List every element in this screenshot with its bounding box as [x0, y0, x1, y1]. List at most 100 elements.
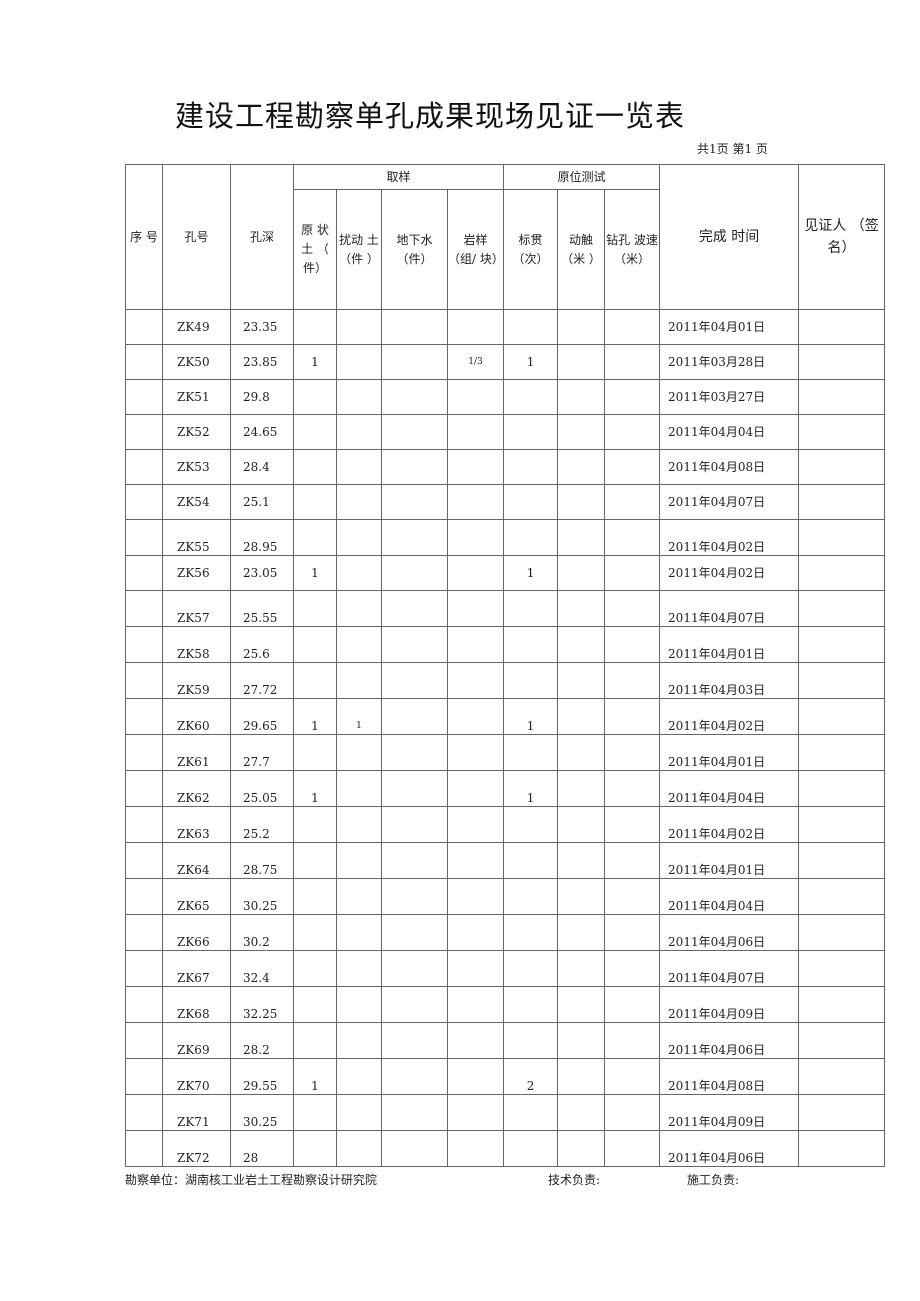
cell-groundwater	[381, 590, 448, 627]
cell-depth: 27.7	[230, 734, 294, 771]
cell-witness	[798, 1058, 886, 1095]
cell-date: 2011年04月07日	[659, 950, 800, 987]
cell-disturbed	[336, 1022, 382, 1059]
cell-rock	[446, 986, 505, 1023]
cell-wave	[604, 986, 661, 1023]
cell-seq	[125, 806, 163, 843]
footer: 勘察单位：湖南核工业岩土工程勘察设计研究院 技术负责: 施工负责:	[125, 1173, 884, 1191]
cell-witness	[798, 344, 886, 380]
cell-groundwater	[381, 770, 448, 807]
cell-rock	[446, 662, 505, 699]
cell-cpt	[557, 986, 606, 1023]
cell-depth: 25.05	[230, 770, 294, 807]
cell-date: 2011年04月01日	[659, 734, 800, 771]
cell-rock	[446, 878, 505, 915]
cell-rock	[446, 379, 505, 415]
cell-depth: 29.8	[230, 379, 294, 415]
cell-witness	[798, 770, 886, 807]
cell-spt	[503, 842, 559, 879]
cell-groundwater	[381, 914, 448, 951]
cell-cpt	[557, 449, 606, 485]
cell-depth: 28.95	[230, 519, 294, 556]
cell-rock	[446, 1094, 505, 1131]
cell-wave	[604, 555, 661, 591]
cell-witness	[798, 626, 886, 663]
header-wave: 钻孔 波速 （米）	[604, 189, 661, 310]
cell-seq	[125, 950, 163, 987]
cell-groundwater	[381, 662, 448, 699]
cell-spt	[503, 449, 559, 485]
table-row: ZK66 30.2 2011年04月06日	[125, 914, 886, 951]
cell-cpt	[557, 379, 606, 415]
cell-witness	[798, 950, 886, 987]
table-row: ZK62 25.05 1 1 2011年04月04日	[125, 770, 886, 807]
cell-hole: ZK58	[162, 626, 231, 663]
cell-witness	[798, 414, 886, 450]
cell-undisturbed	[293, 414, 337, 450]
cell-groundwater	[381, 449, 448, 485]
table-row: ZK53 28.4 2011年04月08日	[125, 449, 886, 485]
cell-undisturbed	[293, 1022, 337, 1059]
cell-seq	[125, 379, 163, 415]
cell-rock	[446, 484, 505, 520]
cell-rock	[446, 626, 505, 663]
cell-depth: 25.1	[230, 484, 294, 520]
cell-spt: 2	[503, 1058, 559, 1095]
cell-rock	[446, 770, 505, 807]
cell-seq	[125, 842, 163, 879]
cell-wave	[604, 734, 661, 771]
cell-date: 2011年04月06日	[659, 914, 800, 951]
cell-groundwater	[381, 519, 448, 556]
cell-witness	[798, 662, 886, 699]
cell-wave	[604, 662, 661, 699]
cell-wave	[604, 914, 661, 951]
cell-disturbed	[336, 414, 382, 450]
table-row: ZK56 23.05 1 1 2011年04月02日	[125, 555, 886, 591]
cell-witness	[798, 1130, 886, 1167]
cell-depth: 32.4	[230, 950, 294, 987]
cell-disturbed	[336, 1058, 382, 1095]
cell-date: 2011年04月02日	[659, 806, 800, 843]
cell-spt	[503, 1130, 559, 1167]
cell-spt: 1	[503, 555, 559, 591]
cell-cpt	[557, 734, 606, 771]
table-row: ZK60 29.65 1 1 1 2011年04月02日	[125, 698, 886, 735]
cell-seq	[125, 914, 163, 951]
cell-spt	[503, 662, 559, 699]
cell-depth: 25.55	[230, 590, 294, 627]
table-row: ZK59 27.72 2011年04月03日	[125, 662, 886, 699]
cell-date: 2011年04月04日	[659, 878, 800, 915]
sheet: 序 号 孔号 孔深 取样 原位测试 完成 时间 见证人 （签名） 原 状 土 （…	[125, 164, 886, 1191]
cell-rock	[446, 806, 505, 843]
cell-spt	[503, 1094, 559, 1131]
construction-lead: 施工负责:	[687, 1173, 740, 1187]
header-rock: 岩样 （组/ 块）	[446, 189, 505, 310]
cell-rock	[446, 449, 505, 485]
document-title: 建设工程勘察单孔成果现场见证一览表	[175, 99, 686, 133]
cell-spt	[503, 806, 559, 843]
cell-seq	[125, 519, 163, 556]
cell-disturbed	[336, 626, 382, 663]
cell-seq	[125, 698, 163, 735]
cell-disturbed	[336, 1094, 382, 1131]
cell-rock	[446, 950, 505, 987]
cell-cpt	[557, 555, 606, 591]
cell-undisturbed	[293, 1094, 337, 1131]
cell-cpt	[557, 1022, 606, 1059]
cell-hole: ZK59	[162, 662, 231, 699]
cell-depth: 28	[230, 1130, 294, 1167]
cell-date: 2011年04月01日	[659, 626, 800, 663]
cell-hole: ZK64	[162, 842, 231, 879]
cell-groundwater	[381, 626, 448, 663]
header-spt: 标贯 （次）	[503, 189, 559, 310]
cell-cpt	[557, 1130, 606, 1167]
cell-seq	[125, 309, 163, 345]
cell-depth: 32.25	[230, 986, 294, 1023]
cell-spt: 1	[503, 770, 559, 807]
table-row: ZK51 29.8 2011年03月27日	[125, 379, 886, 415]
table-row: ZK63 25.2 2011年04月02日	[125, 806, 886, 843]
cell-wave	[604, 414, 661, 450]
cell-date: 2011年04月09日	[659, 986, 800, 1023]
cell-groundwater	[381, 1130, 448, 1167]
cell-cpt	[557, 842, 606, 879]
